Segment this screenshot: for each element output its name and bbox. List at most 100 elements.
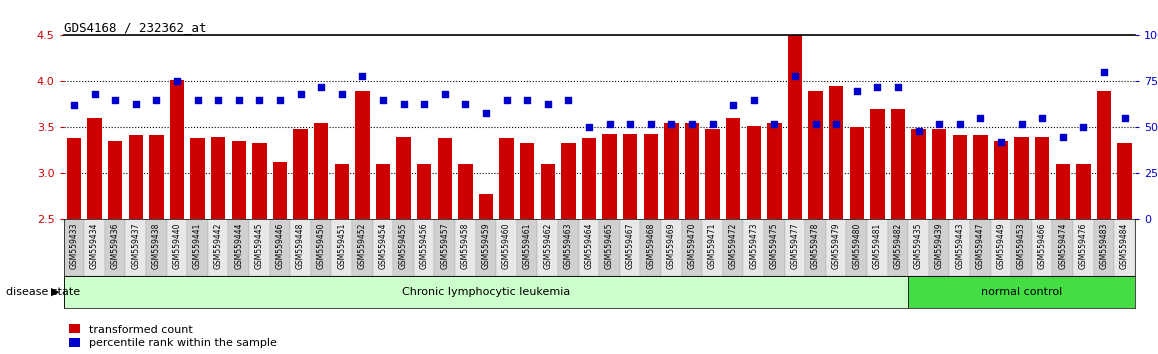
Bar xyxy=(190,138,205,219)
Text: GSM559437: GSM559437 xyxy=(131,222,140,269)
FancyBboxPatch shape xyxy=(805,219,826,276)
FancyBboxPatch shape xyxy=(579,219,600,276)
FancyBboxPatch shape xyxy=(558,219,579,276)
Text: GSM559482: GSM559482 xyxy=(894,222,902,269)
Text: GSM559463: GSM559463 xyxy=(564,222,573,269)
Text: normal control: normal control xyxy=(981,287,1062,297)
Bar xyxy=(808,91,823,219)
Point xyxy=(827,121,845,127)
Point xyxy=(991,139,1010,145)
Text: GSM559438: GSM559438 xyxy=(152,222,161,269)
Point xyxy=(271,97,290,103)
Point xyxy=(848,88,866,93)
Text: GSM559470: GSM559470 xyxy=(688,222,696,269)
FancyBboxPatch shape xyxy=(640,219,661,276)
Bar xyxy=(1076,164,1091,219)
FancyBboxPatch shape xyxy=(661,219,682,276)
Bar xyxy=(1056,164,1070,219)
Bar xyxy=(459,164,472,219)
Text: GSM559435: GSM559435 xyxy=(914,222,923,269)
FancyBboxPatch shape xyxy=(846,219,867,276)
Point xyxy=(745,97,763,103)
Point xyxy=(559,97,578,103)
Bar xyxy=(170,80,184,219)
Point xyxy=(888,84,907,90)
Text: GSM559474: GSM559474 xyxy=(1058,222,1068,269)
Point xyxy=(1115,115,1134,121)
Point xyxy=(724,103,742,108)
Bar xyxy=(438,138,452,219)
FancyBboxPatch shape xyxy=(743,219,764,276)
Bar xyxy=(562,143,576,219)
Bar xyxy=(932,129,946,219)
Bar xyxy=(1097,91,1112,219)
Text: GSM559462: GSM559462 xyxy=(543,222,552,269)
FancyBboxPatch shape xyxy=(373,219,394,276)
Bar xyxy=(396,137,411,219)
Text: GSM559445: GSM559445 xyxy=(255,222,264,269)
Text: GSM559451: GSM559451 xyxy=(337,222,346,269)
FancyBboxPatch shape xyxy=(723,219,743,276)
FancyBboxPatch shape xyxy=(310,219,331,276)
Bar xyxy=(665,123,679,219)
Point xyxy=(312,84,330,90)
FancyBboxPatch shape xyxy=(1073,219,1093,276)
FancyBboxPatch shape xyxy=(867,219,888,276)
FancyBboxPatch shape xyxy=(682,219,702,276)
Point xyxy=(395,101,413,106)
Text: GSM559441: GSM559441 xyxy=(193,222,203,269)
Bar xyxy=(829,86,843,219)
Text: GSM559442: GSM559442 xyxy=(214,222,222,269)
Bar xyxy=(478,194,493,219)
Point xyxy=(683,121,702,127)
Text: GSM559440: GSM559440 xyxy=(173,222,182,269)
Bar xyxy=(335,164,349,219)
Text: GSM559436: GSM559436 xyxy=(111,222,119,269)
Bar xyxy=(684,123,699,219)
Point xyxy=(642,121,660,127)
Point xyxy=(785,73,804,79)
Bar xyxy=(149,135,163,219)
Text: GSM559447: GSM559447 xyxy=(976,222,984,269)
Point xyxy=(456,101,475,106)
FancyBboxPatch shape xyxy=(1011,219,1032,276)
FancyBboxPatch shape xyxy=(105,219,125,276)
Bar xyxy=(787,12,802,219)
Bar xyxy=(870,109,885,219)
Point xyxy=(703,121,721,127)
FancyBboxPatch shape xyxy=(826,219,846,276)
Point xyxy=(972,115,990,121)
FancyBboxPatch shape xyxy=(352,219,373,276)
Bar xyxy=(911,129,925,219)
Point xyxy=(374,97,393,103)
Bar xyxy=(375,164,390,219)
Point xyxy=(1012,121,1031,127)
Point xyxy=(1054,134,1072,139)
Bar xyxy=(293,129,308,219)
Text: GSM559473: GSM559473 xyxy=(749,222,758,269)
FancyBboxPatch shape xyxy=(516,219,537,276)
Text: GSM559434: GSM559434 xyxy=(90,222,100,269)
Point xyxy=(909,128,928,134)
FancyBboxPatch shape xyxy=(929,219,950,276)
Bar xyxy=(953,135,967,219)
Point xyxy=(538,101,557,106)
Point xyxy=(1033,115,1051,121)
Point xyxy=(930,121,948,127)
Point xyxy=(621,121,639,127)
FancyBboxPatch shape xyxy=(208,219,228,276)
Text: GSM559458: GSM559458 xyxy=(461,222,470,269)
Text: GSM559477: GSM559477 xyxy=(791,222,799,269)
FancyBboxPatch shape xyxy=(270,219,291,276)
Text: GSM559459: GSM559459 xyxy=(482,222,491,269)
Point xyxy=(126,101,145,106)
Point xyxy=(600,121,618,127)
Text: GSM559465: GSM559465 xyxy=(606,222,614,269)
Point xyxy=(415,101,433,106)
Point xyxy=(229,97,248,103)
Bar xyxy=(908,276,1135,308)
Point xyxy=(208,97,227,103)
Bar xyxy=(581,138,596,219)
Point xyxy=(292,91,310,97)
FancyBboxPatch shape xyxy=(1032,219,1053,276)
